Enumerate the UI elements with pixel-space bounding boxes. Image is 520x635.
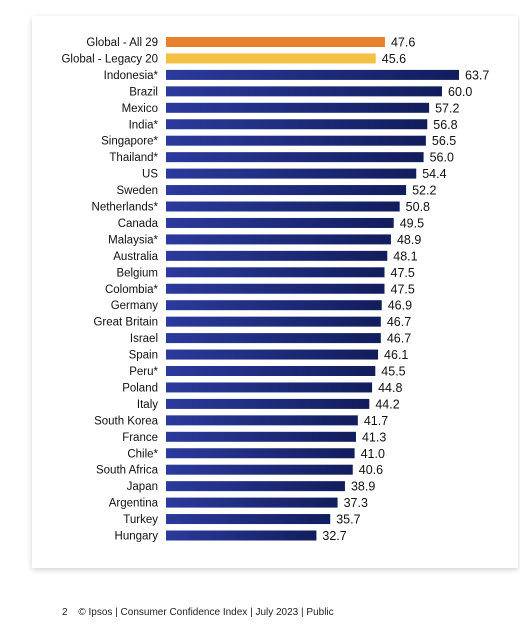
category-label-south-africa: South Africa bbox=[96, 465, 159, 477]
value-label-australia: 48.1 bbox=[393, 249, 417, 263]
category-label-thailand: Thailand* bbox=[109, 152, 158, 164]
category-label-peru: Peru* bbox=[129, 366, 158, 378]
bar-japan bbox=[166, 481, 345, 492]
value-label-chile: 41.0 bbox=[361, 447, 385, 461]
bar-great-britain bbox=[166, 316, 381, 327]
bar-germany bbox=[166, 300, 382, 311]
footer-text: © Ipsos | Consumer Confidence Index | Ju… bbox=[78, 607, 334, 618]
bar-mexico bbox=[166, 102, 430, 113]
category-label-colombia: Colombia* bbox=[105, 284, 159, 296]
value-label-turkey: 35.7 bbox=[336, 513, 360, 527]
bar-peru bbox=[166, 366, 376, 376]
value-label-global-legacy-20: 45.6 bbox=[382, 52, 406, 66]
bar-global-all-29 bbox=[166, 37, 385, 47]
category-label-us: US bbox=[142, 169, 158, 181]
bar-italy bbox=[166, 398, 370, 409]
bar-argentina bbox=[166, 497, 338, 508]
category-label-argentina: Argentina bbox=[109, 498, 159, 510]
bar-south-africa bbox=[166, 464, 353, 475]
category-label-global-all-29: Global - All 29 bbox=[86, 37, 158, 49]
category-label-singapore: Singapore* bbox=[101, 136, 158, 148]
category-label-canada: Canada bbox=[118, 218, 159, 230]
category-label-poland: Poland bbox=[122, 382, 158, 394]
value-label-colombia: 47.5 bbox=[391, 282, 415, 296]
category-label-indonesia: Indonesia* bbox=[104, 70, 159, 82]
bar-thailand bbox=[166, 152, 424, 163]
category-label-australia: Australia bbox=[113, 251, 158, 263]
bar-brazil bbox=[166, 86, 442, 97]
bar-south-korea bbox=[166, 415, 358, 426]
bar-singapore bbox=[166, 135, 426, 146]
value-label-germany: 46.9 bbox=[388, 299, 412, 313]
value-label-hungary: 32.7 bbox=[322, 529, 346, 543]
value-label-france: 41.3 bbox=[362, 430, 386, 444]
bar-australia bbox=[166, 250, 388, 261]
bar-colombia bbox=[166, 283, 385, 294]
category-label-chile: Chile* bbox=[127, 448, 158, 460]
value-label-south-korea: 41.7 bbox=[364, 414, 388, 428]
bar-chile bbox=[166, 448, 355, 459]
category-label-france: France bbox=[122, 432, 158, 444]
bar-us bbox=[166, 168, 417, 179]
bar-belgium bbox=[166, 267, 385, 278]
value-label-singapore: 56.5 bbox=[432, 134, 456, 148]
page-number: 2 bbox=[62, 607, 68, 618]
value-label-poland: 44.8 bbox=[378, 381, 402, 395]
category-label-mexico: Mexico bbox=[122, 103, 158, 115]
value-label-indonesia: 63.7 bbox=[465, 68, 489, 82]
footer: 2 © Ipsos | Consumer Confidence Index | … bbox=[62, 607, 342, 618]
category-label-turkey: Turkey bbox=[123, 514, 158, 526]
bar-israel bbox=[166, 333, 381, 344]
bar-france bbox=[166, 431, 356, 442]
category-label-japan: Japan bbox=[127, 481, 158, 493]
value-label-belgium: 47.5 bbox=[391, 266, 415, 280]
bar-india bbox=[166, 119, 428, 130]
value-label-israel: 46.7 bbox=[387, 332, 411, 346]
value-label-mexico: 57.2 bbox=[435, 101, 459, 115]
value-label-india: 56.8 bbox=[433, 118, 457, 132]
value-label-great-britain: 46.7 bbox=[387, 315, 411, 329]
category-label-sweden: Sweden bbox=[116, 185, 158, 197]
category-label-italy: Italy bbox=[137, 399, 158, 411]
value-label-argentina: 37.3 bbox=[344, 496, 368, 510]
bar-sweden bbox=[166, 185, 407, 196]
category-label-india: India* bbox=[129, 119, 159, 131]
bar-hungary bbox=[166, 530, 317, 541]
value-label-us: 54.4 bbox=[422, 167, 446, 181]
bar-canada bbox=[166, 217, 394, 228]
category-label-south-korea: South Korea bbox=[94, 415, 159, 427]
category-label-global-legacy-20: Global - Legacy 20 bbox=[61, 53, 158, 65]
bar-global-legacy-20 bbox=[166, 53, 376, 64]
category-label-great-britain: Great Britain bbox=[93, 317, 158, 329]
value-label-thailand: 56.0 bbox=[430, 151, 454, 165]
category-label-brazil: Brazil bbox=[129, 86, 158, 98]
value-label-netherlands: 50.8 bbox=[406, 200, 430, 214]
value-label-brazil: 60.0 bbox=[448, 85, 472, 99]
value-label-malaysia: 48.9 bbox=[397, 233, 421, 247]
value-label-sweden: 52.2 bbox=[412, 184, 436, 198]
category-label-hungary: Hungary bbox=[115, 531, 159, 543]
value-label-global-all-29: 47.6 bbox=[391, 36, 415, 50]
value-label-japan: 38.9 bbox=[351, 480, 375, 494]
value-label-south-africa: 40.6 bbox=[359, 463, 383, 477]
bars-group: Global - All 29 47.6 Global - Legacy 20 45.… bbox=[61, 36, 489, 544]
bar-indonesia bbox=[166, 69, 460, 80]
category-label-netherlands: Netherlands* bbox=[92, 202, 159, 214]
bar-turkey bbox=[166, 514, 331, 525]
value-label-italy: 44.2 bbox=[375, 397, 399, 411]
category-label-spain: Spain bbox=[129, 350, 158, 362]
bar-poland bbox=[166, 382, 373, 393]
category-label-malaysia: Malaysia* bbox=[108, 234, 158, 246]
value-label-peru: 45.5 bbox=[381, 365, 405, 379]
value-label-canada: 49.5 bbox=[400, 216, 424, 230]
bar-netherlands bbox=[166, 201, 400, 212]
value-label-spain: 46.1 bbox=[384, 348, 408, 362]
category-label-belgium: Belgium bbox=[116, 267, 158, 279]
category-label-israel: Israel bbox=[130, 333, 158, 345]
bar-spain bbox=[166, 349, 379, 360]
category-label-germany: Germany bbox=[111, 300, 159, 312]
bar-malaysia bbox=[166, 234, 391, 245]
bar-chart: Global - All 29 47.6 Global - Legacy 20 45.… bbox=[61, 36, 489, 544]
